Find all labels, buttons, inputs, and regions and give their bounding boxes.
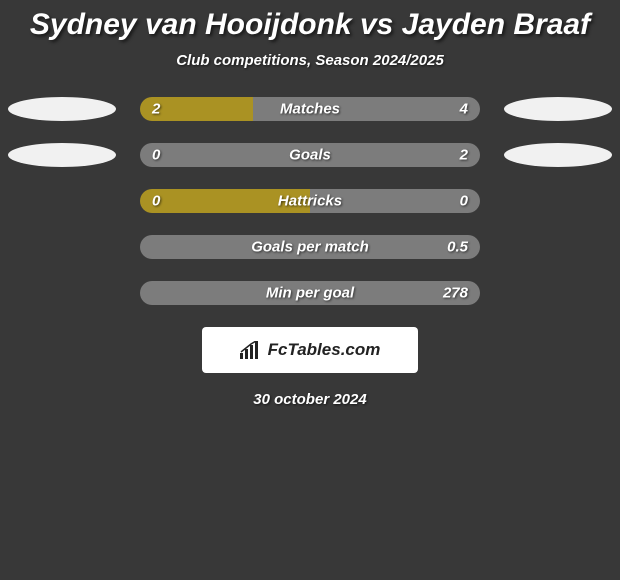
stat-bar: Goals 0 2 xyxy=(140,143,480,167)
bar-value-left: 0 xyxy=(152,147,160,164)
stat-bar: Goals per match 0.5 xyxy=(140,235,480,259)
branding-box: FcTables.com xyxy=(202,327,418,373)
bar-value-right: 278 xyxy=(443,285,468,302)
bar-value-right: 2 xyxy=(460,147,468,164)
stat-row: Goals per match 0.5 xyxy=(0,235,620,259)
subtitle: Club competitions, Season 2024/2025 xyxy=(0,52,620,69)
spacer xyxy=(8,281,116,305)
bar-label: Hattricks xyxy=(278,193,342,210)
stat-bar: Matches 2 4 xyxy=(140,97,480,121)
spacer xyxy=(504,235,612,259)
spacer xyxy=(8,235,116,259)
player-right-ellipse xyxy=(504,97,612,121)
stat-bar: Min per goal 278 xyxy=(140,281,480,305)
chart-icon xyxy=(240,341,262,359)
page-title: Sydney van Hooijdonk vs Jayden Braaf xyxy=(0,8,620,42)
stat-row: Hattricks 0 0 xyxy=(0,189,620,213)
stat-row: Min per goal 278 xyxy=(0,281,620,305)
spacer xyxy=(504,281,612,305)
bar-label: Goals xyxy=(289,147,331,164)
bar-label: Min per goal xyxy=(266,285,354,302)
bar-value-left: 0 xyxy=(152,193,160,210)
stat-bar: Hattricks 0 0 xyxy=(140,189,480,213)
bar-value-right: 4 xyxy=(460,101,468,118)
stat-row: Goals 0 2 xyxy=(0,143,620,167)
player-right-ellipse xyxy=(504,143,612,167)
bar-label: Goals per match xyxy=(251,239,369,256)
bar-label: Matches xyxy=(280,101,340,118)
comparison-infographic: Sydney van Hooijdonk vs Jayden Braaf Clu… xyxy=(0,0,620,408)
bar-value-left: 2 xyxy=(152,101,160,118)
branding-text: FcTables.com xyxy=(268,340,381,360)
bar-value-right: 0 xyxy=(460,193,468,210)
stat-row: Matches 2 4 xyxy=(0,97,620,121)
date-text: 30 october 2024 xyxy=(0,391,620,408)
player-left-ellipse xyxy=(8,143,116,167)
stat-rows: Matches 2 4 Goals 0 2 Hattricks 0 0 Goals per mat… xyxy=(0,97,620,305)
bar-value-right: 0.5 xyxy=(447,239,468,256)
player-left-ellipse xyxy=(8,97,116,121)
spacer xyxy=(504,189,612,213)
spacer xyxy=(8,189,116,213)
